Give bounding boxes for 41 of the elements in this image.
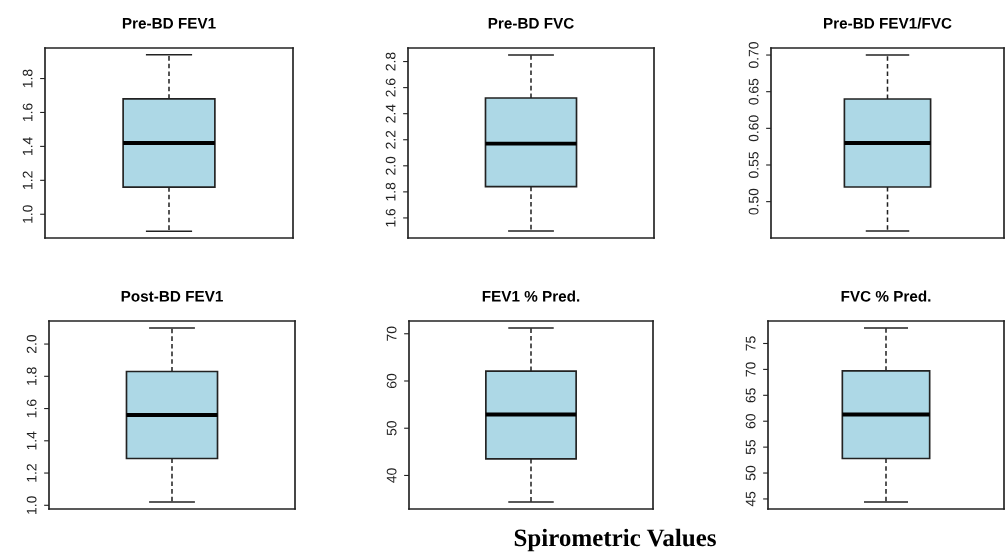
y-tick-label: 2.8 [385,52,396,71]
y-tick-label: 45 [745,491,756,507]
y-tick-label: 2.4 [385,104,396,123]
y-tick-label: 1.4 [26,431,37,450]
y-tick-label: 1.6 [26,399,37,418]
y-tick-label: 70 [745,362,756,377]
y-tick-label: 60 [386,373,397,389]
y-tick-label: 2.2 [385,130,396,149]
y-tick-label: 40 [386,468,397,483]
y-tick-label: 70 [386,326,397,341]
y-tick-label: 1.2 [22,171,33,189]
text: Spirometric Values [514,528,716,552]
y-tick-label: 1.0 [22,205,33,223]
y-tick-label: 1.6 [22,103,33,122]
chart-title: Pre-BD FEV1/FVC [824,17,952,29]
y-tick-label: 1.2 [26,464,37,482]
y-tick-label: 50 [386,421,397,436]
y-tick-label: 55 [745,439,756,455]
y-tick-label: 0.50 [748,188,759,215]
y-tick-label: 65 [745,388,756,403]
y-tick-label: 0.70 [748,42,759,69]
y-tick-label: 75 [745,336,756,351]
chart-title: Pre-BD FVC [488,17,574,29]
y-tick-label: 2.0 [26,334,37,354]
y-tick-label: 1.0 [26,496,37,514]
chart-title: FVC % Pred. [841,290,931,302]
chart-title: Pre-BD FEV1 [122,18,216,29]
y-tick-label: 1.4 [22,137,33,155]
y-tick-label: 0.55 [748,152,759,178]
y-tick-label: 2.6 [385,78,396,97]
y-tick-label: 0.60 [748,115,759,142]
y-tick-label: 2.0 [385,156,396,175]
y-tick-label: 0.65 [748,78,759,105]
y-tick-label: 1.8 [385,182,396,201]
y-tick-label: 1.8 [22,69,33,88]
y-tick-label: 50 [745,465,756,481]
y-tick-label: 60 [745,414,756,429]
chart-title: FEV1 % Pred. [482,290,580,302]
chart-title: Post-BD FEV1 [121,291,223,302]
y-tick-label: 1.6 [385,208,396,227]
y-tick-label: 1.8 [26,367,37,385]
